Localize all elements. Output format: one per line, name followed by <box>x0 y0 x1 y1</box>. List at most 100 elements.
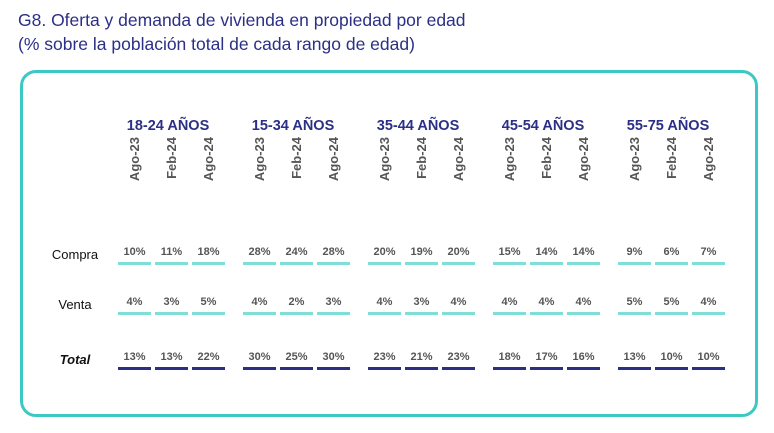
table-cell: 16% <box>572 351 595 363</box>
period-header: Feb-24 <box>288 137 304 179</box>
table-cell: 30% <box>248 351 271 363</box>
table-cell: 3% <box>325 296 342 308</box>
table-cell: 4% <box>450 296 467 308</box>
row-underline <box>405 262 438 265</box>
row-underline <box>655 312 688 315</box>
row-underline <box>405 312 438 315</box>
table-frame <box>20 70 758 417</box>
row-underline <box>243 262 276 265</box>
table-cell: 21% <box>410 351 433 363</box>
table-cell: 20% <box>373 246 396 258</box>
row-underline <box>493 312 526 315</box>
table-cell: 4% <box>538 296 555 308</box>
row-label: Venta <box>58 297 92 312</box>
total-underline <box>567 367 600 370</box>
total-underline <box>368 367 401 370</box>
total-underline <box>243 367 276 370</box>
table-cell: 3% <box>163 296 180 308</box>
table-cell: 14% <box>535 246 558 258</box>
row-underline <box>692 262 725 265</box>
table-cell: 13% <box>160 351 183 363</box>
table-cell: 15% <box>498 246 521 258</box>
table-cell: 14% <box>572 246 595 258</box>
row-underline <box>618 262 651 265</box>
period-header: Ago-23 <box>501 137 517 182</box>
row-underline <box>530 262 563 265</box>
group-title: 55-75 AÑOS <box>626 118 710 134</box>
total-underline <box>192 367 225 370</box>
period-header: Ago-23 <box>251 137 267 182</box>
row-underline <box>280 262 313 265</box>
group-title: 45-54 AÑOS <box>501 118 585 134</box>
table-cell: 24% <box>285 246 308 258</box>
row-underline <box>192 312 225 315</box>
table-cell: 10% <box>123 246 146 258</box>
table-cell: 6% <box>663 246 680 258</box>
row-underline <box>368 312 401 315</box>
row-underline <box>317 312 350 315</box>
row-underline <box>280 312 313 315</box>
group-title: 35-44 AÑOS <box>376 118 460 134</box>
table-cell: 4% <box>126 296 143 308</box>
total-underline <box>155 367 188 370</box>
table-cell: 13% <box>623 351 646 363</box>
period-header: Feb-24 <box>538 137 554 179</box>
table-cell: 23% <box>373 351 396 363</box>
table-cell: 13% <box>123 351 146 363</box>
chart-title: G8. Oferta y demanda de vivienda en prop… <box>18 8 758 56</box>
period-header: Ago-24 <box>700 137 716 182</box>
row-label: Total <box>59 352 91 367</box>
row-underline <box>155 312 188 315</box>
period-header: Ago-23 <box>376 137 392 182</box>
row-underline <box>442 262 475 265</box>
table-cell: 5% <box>663 296 680 308</box>
total-underline <box>405 367 438 370</box>
row-underline <box>155 262 188 265</box>
total-underline <box>442 367 475 370</box>
group-title: 15-34 AÑOS <box>251 118 335 134</box>
table-cell: 25% <box>285 351 308 363</box>
row-underline <box>118 262 151 265</box>
table-cell: 4% <box>700 296 717 308</box>
table-cell: 19% <box>410 246 433 258</box>
table-cell: 4% <box>501 296 518 308</box>
row-underline <box>493 262 526 265</box>
row-underline <box>692 312 725 315</box>
total-underline <box>530 367 563 370</box>
row-underline <box>317 262 350 265</box>
table-cell: 17% <box>535 351 558 363</box>
table-cell: 11% <box>160 246 183 258</box>
table-cell: 22% <box>197 351 220 363</box>
period-header: Ago-24 <box>575 137 591 182</box>
table-cell: 5% <box>200 296 217 308</box>
row-underline <box>442 312 475 315</box>
table-cell: 18% <box>498 351 521 363</box>
row-underline <box>567 262 600 265</box>
total-underline <box>317 367 350 370</box>
table-cell: 3% <box>413 296 430 308</box>
table-cell: 20% <box>447 246 470 258</box>
period-header: Feb-24 <box>413 137 429 179</box>
period-header: Ago-24 <box>325 137 341 182</box>
total-underline <box>618 367 651 370</box>
table-cell: 28% <box>322 246 345 258</box>
table-cell: 10% <box>697 351 720 363</box>
row-underline <box>118 312 151 315</box>
table-cell: 2% <box>288 296 305 308</box>
row-underline <box>243 312 276 315</box>
chart-title-line-1: G8. Oferta y demanda de vivienda en prop… <box>18 10 466 30</box>
period-header: Ago-24 <box>450 137 466 182</box>
period-header: Ago-24 <box>200 137 216 182</box>
row-underline <box>368 262 401 265</box>
row-underline <box>567 312 600 315</box>
period-header: Feb-24 <box>163 137 179 179</box>
table-cell: 7% <box>700 246 717 258</box>
table-cell: 18% <box>197 246 220 258</box>
row-label: Compra <box>51 247 99 262</box>
row-underline <box>618 312 651 315</box>
row-underline <box>192 262 225 265</box>
table-cell: 4% <box>376 296 393 308</box>
period-header: Ago-23 <box>126 137 142 182</box>
total-underline <box>655 367 688 370</box>
